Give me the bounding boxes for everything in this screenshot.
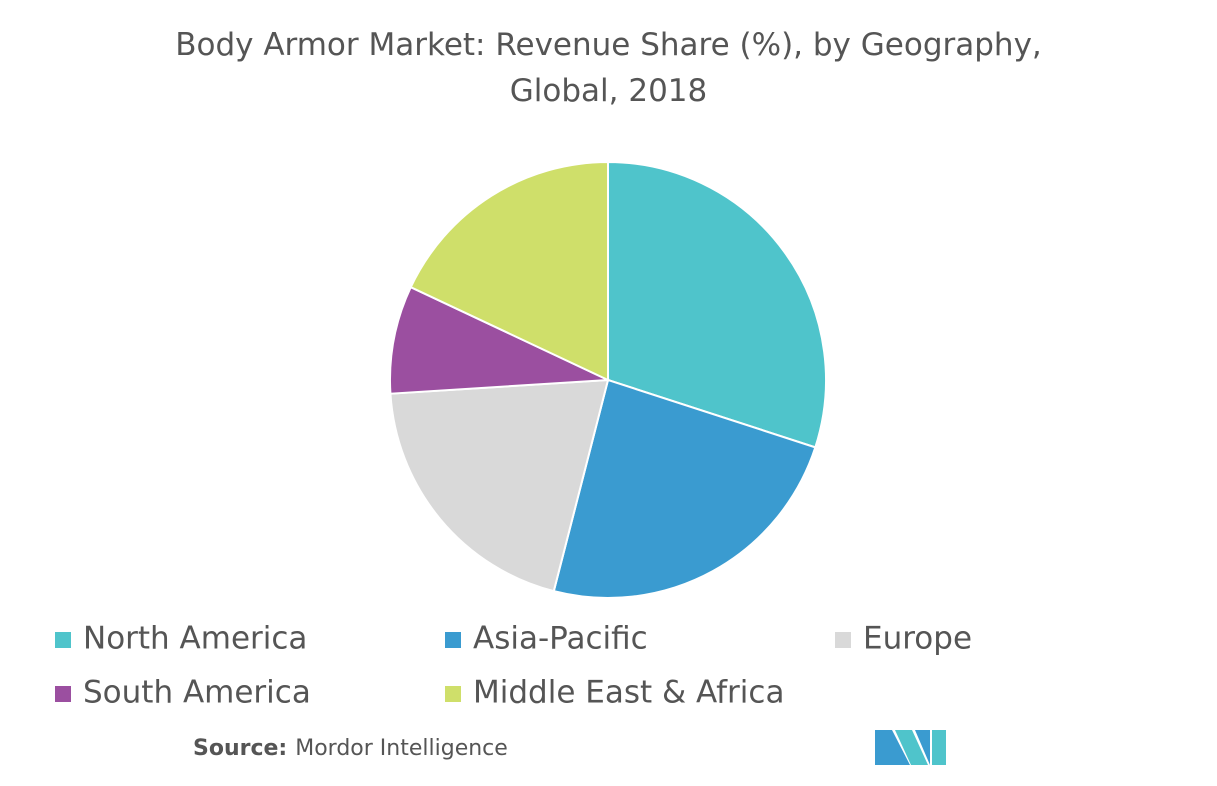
legend-swatch — [55, 686, 71, 702]
legend-label: Asia-Pacific — [473, 621, 648, 657]
pie-slice — [607, 160, 827, 449]
logo — [875, 730, 946, 765]
chart-title: Body Armor Market: Revenue Share (%), by… — [175, 27, 1042, 109]
pie-slice — [389, 285, 609, 395]
source-text: Mordor Intelligence — [295, 736, 508, 761]
source: Source: Mordor Intelligence — [193, 736, 508, 761]
legend-label: Europe — [863, 621, 972, 657]
legend-swatch — [835, 632, 851, 648]
legend-swatch — [445, 686, 461, 702]
pie-slice — [552, 378, 817, 599]
pie-slice — [389, 378, 610, 593]
legend-swatch — [55, 632, 71, 648]
pie-slice — [409, 160, 609, 382]
source-label: Source: — [193, 736, 287, 761]
legend-swatch — [445, 632, 461, 648]
legend-label: Middle East & Africa — [473, 675, 784, 711]
legend-label: North America — [83, 621, 307, 657]
legend-label: South America — [83, 675, 311, 711]
